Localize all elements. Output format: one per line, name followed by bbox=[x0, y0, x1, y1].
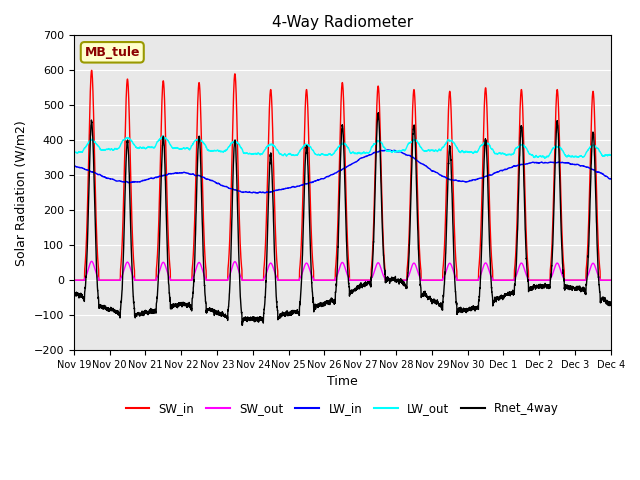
Line: LW_in: LW_in bbox=[74, 150, 611, 193]
LW_in bbox=[433, 169, 441, 175]
LW_out bbox=[493, 151, 501, 156]
SW_out bbox=[433, 277, 441, 283]
SW_in bbox=[607, 277, 614, 283]
SW_in bbox=[607, 277, 614, 283]
LW_out bbox=[159, 133, 167, 139]
Rnet_4way bbox=[607, 302, 614, 308]
LW_in bbox=[70, 162, 77, 168]
LW_out bbox=[463, 149, 470, 155]
SW_in bbox=[70, 277, 77, 283]
SW_in bbox=[433, 277, 441, 283]
Rnet_4way bbox=[238, 322, 246, 328]
LW_out bbox=[433, 148, 441, 154]
Rnet_4way bbox=[323, 299, 330, 304]
Title: 4-Way Radiometer: 4-Way Radiometer bbox=[272, 15, 413, 30]
SW_out bbox=[70, 277, 77, 283]
LW_in bbox=[254, 190, 262, 196]
LW_in bbox=[493, 169, 501, 175]
SW_out bbox=[607, 277, 614, 283]
SW_out bbox=[493, 277, 501, 283]
LW_out bbox=[70, 150, 77, 156]
LW_out bbox=[607, 152, 614, 158]
X-axis label: Time: Time bbox=[327, 375, 358, 388]
Line: SW_out: SW_out bbox=[74, 261, 611, 280]
Rnet_4way bbox=[433, 300, 441, 306]
SW_in bbox=[463, 277, 470, 283]
SW_out bbox=[88, 258, 95, 264]
Line: Rnet_4way: Rnet_4way bbox=[74, 113, 611, 325]
LW_out bbox=[607, 153, 614, 158]
Rnet_4way bbox=[166, 296, 174, 302]
Rnet_4way bbox=[463, 308, 470, 313]
LW_in bbox=[384, 147, 392, 153]
SW_out bbox=[607, 277, 614, 283]
LW_in bbox=[607, 176, 614, 181]
SW_out bbox=[463, 277, 470, 283]
Rnet_4way bbox=[70, 288, 77, 294]
Rnet_4way bbox=[607, 302, 614, 308]
SW_in bbox=[493, 277, 501, 283]
SW_in bbox=[88, 68, 95, 73]
LW_out bbox=[166, 142, 174, 148]
Line: LW_out: LW_out bbox=[74, 136, 611, 158]
SW_out bbox=[323, 277, 330, 283]
SW_in bbox=[166, 277, 174, 283]
Text: MB_tule: MB_tule bbox=[84, 46, 140, 59]
Legend: SW_in, SW_out, LW_in, LW_out, Rnet_4way: SW_in, SW_out, LW_in, LW_out, Rnet_4way bbox=[121, 397, 564, 420]
Line: SW_in: SW_in bbox=[74, 71, 611, 280]
LW_in bbox=[166, 171, 174, 177]
LW_in bbox=[463, 179, 470, 185]
LW_out bbox=[541, 156, 548, 161]
LW_in bbox=[323, 174, 330, 180]
Y-axis label: Solar Radiation (W/m2): Solar Radiation (W/m2) bbox=[15, 120, 28, 265]
Rnet_4way bbox=[493, 295, 501, 301]
SW_in bbox=[323, 277, 330, 283]
SW_out bbox=[166, 277, 174, 283]
Rnet_4way bbox=[374, 110, 382, 116]
LW_in bbox=[607, 176, 614, 182]
LW_out bbox=[323, 152, 330, 158]
